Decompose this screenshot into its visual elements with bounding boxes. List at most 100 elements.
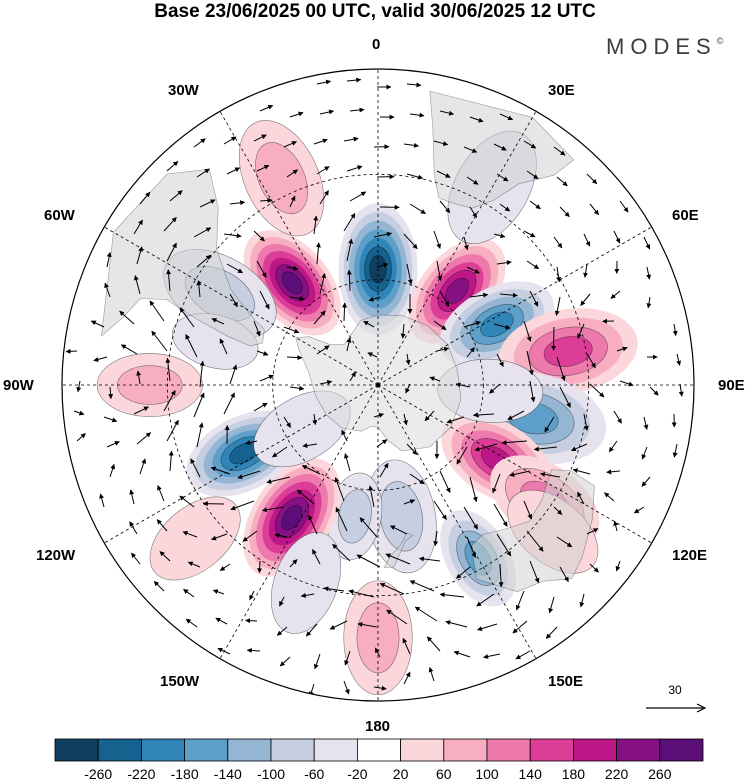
wind-vector xyxy=(477,623,498,631)
wind-vector xyxy=(559,566,569,583)
colorbar-tick: -60 xyxy=(304,766,325,782)
wind-vector xyxy=(237,470,261,480)
wind-vector xyxy=(493,323,511,330)
new-zealand xyxy=(383,532,414,568)
wind-vector xyxy=(379,462,389,478)
wind-vector xyxy=(586,353,596,369)
colorbar-tick: -180 xyxy=(170,766,199,782)
meridian xyxy=(219,384,379,659)
wind-vector xyxy=(199,360,205,388)
wind-vector xyxy=(406,173,424,180)
label-lon-30w: 30W xyxy=(168,82,199,99)
wind-vector xyxy=(219,338,228,355)
wind-vector xyxy=(559,386,571,408)
wind-vector xyxy=(163,390,176,412)
meridian xyxy=(104,384,379,544)
wind-vector xyxy=(403,233,418,250)
wind-vector xyxy=(615,560,621,572)
wind-vector xyxy=(316,166,330,175)
wind-vector xyxy=(373,231,392,238)
wind-vector xyxy=(456,446,468,465)
wind-vector xyxy=(526,260,540,270)
wind-vector xyxy=(185,334,198,358)
wind-vector xyxy=(499,113,514,121)
wind-vector xyxy=(586,173,598,185)
wind-vector xyxy=(646,296,652,309)
wind-vector xyxy=(586,528,599,535)
wind-vector xyxy=(301,465,321,475)
wind-vector xyxy=(229,200,246,206)
wind-vector xyxy=(349,371,356,382)
wind-vector xyxy=(182,531,198,538)
wind-vector xyxy=(409,580,435,592)
wind-vector xyxy=(210,466,231,475)
wind-vector xyxy=(436,346,450,352)
wind-vector xyxy=(344,650,351,666)
wind-vector xyxy=(463,236,469,251)
wind-vector xyxy=(418,556,441,562)
wind-vector xyxy=(296,489,315,505)
wind-vector xyxy=(523,140,537,149)
wind-vector xyxy=(544,416,555,433)
wind-vector xyxy=(496,173,509,182)
wind-vector xyxy=(493,503,508,527)
wind-vector xyxy=(373,685,387,691)
colorbar-tick: 100 xyxy=(475,766,499,782)
wind-vector xyxy=(493,143,507,151)
wind-vector xyxy=(678,383,684,397)
wind-vector xyxy=(133,219,143,235)
wind-vector xyxy=(253,134,267,142)
wind-vector xyxy=(187,561,201,568)
wind-vector xyxy=(343,453,351,472)
wind-vector xyxy=(156,519,168,532)
meridian xyxy=(377,384,537,659)
wind-vector xyxy=(551,326,557,351)
wind-vector xyxy=(433,140,449,146)
label-lon-90e: 90E xyxy=(718,377,745,394)
wind-vector xyxy=(463,506,479,530)
anomaly-center-22 xyxy=(149,496,241,581)
wind-vector xyxy=(329,620,348,630)
wind-vector xyxy=(424,410,435,422)
wind-vector xyxy=(315,242,321,265)
wind-vector xyxy=(619,380,634,387)
wind-vector xyxy=(356,554,381,568)
wind-vector xyxy=(512,620,528,634)
wind-vector xyxy=(313,653,321,670)
wind-vector xyxy=(229,364,238,385)
wind-vector xyxy=(492,473,501,494)
colorbar-swatch xyxy=(356,738,401,762)
wind-vector xyxy=(341,429,348,442)
wind-vector xyxy=(379,583,405,595)
wind-vector xyxy=(283,326,300,334)
wind-vector xyxy=(136,370,142,385)
wind-vector xyxy=(373,412,384,418)
wind-vector xyxy=(409,473,425,485)
wind-vector xyxy=(426,636,441,652)
label-lon-150w: 150W xyxy=(160,673,200,690)
wind-vector xyxy=(93,356,108,362)
reference-arrow-icon xyxy=(646,703,707,713)
wind-vector xyxy=(343,212,356,232)
wind-vector xyxy=(554,296,561,316)
wind-vector xyxy=(223,136,237,145)
wind-vector xyxy=(346,238,354,262)
wind-vector xyxy=(403,499,416,505)
wind-vector xyxy=(76,380,82,393)
wind-vector xyxy=(256,350,269,356)
wind-vector xyxy=(406,443,418,455)
wind-vector xyxy=(553,506,563,515)
chart-title: Base 23/06/2025 00 UTC, valid 30/06/2025… xyxy=(154,1,596,22)
wind-vector xyxy=(179,495,195,508)
wind-vector xyxy=(643,236,651,250)
wind-vectors xyxy=(65,77,684,697)
wind-vector xyxy=(613,230,621,244)
colorbar-swatch xyxy=(227,738,272,762)
wind-vector xyxy=(103,416,118,423)
label-lon-60e: 60E xyxy=(672,207,699,224)
colorbar-swatch xyxy=(54,738,99,762)
wind-vector xyxy=(474,443,498,452)
wind-vector xyxy=(589,203,599,216)
label-lon-120e: 120E xyxy=(672,547,708,564)
wind-vector xyxy=(190,458,201,478)
